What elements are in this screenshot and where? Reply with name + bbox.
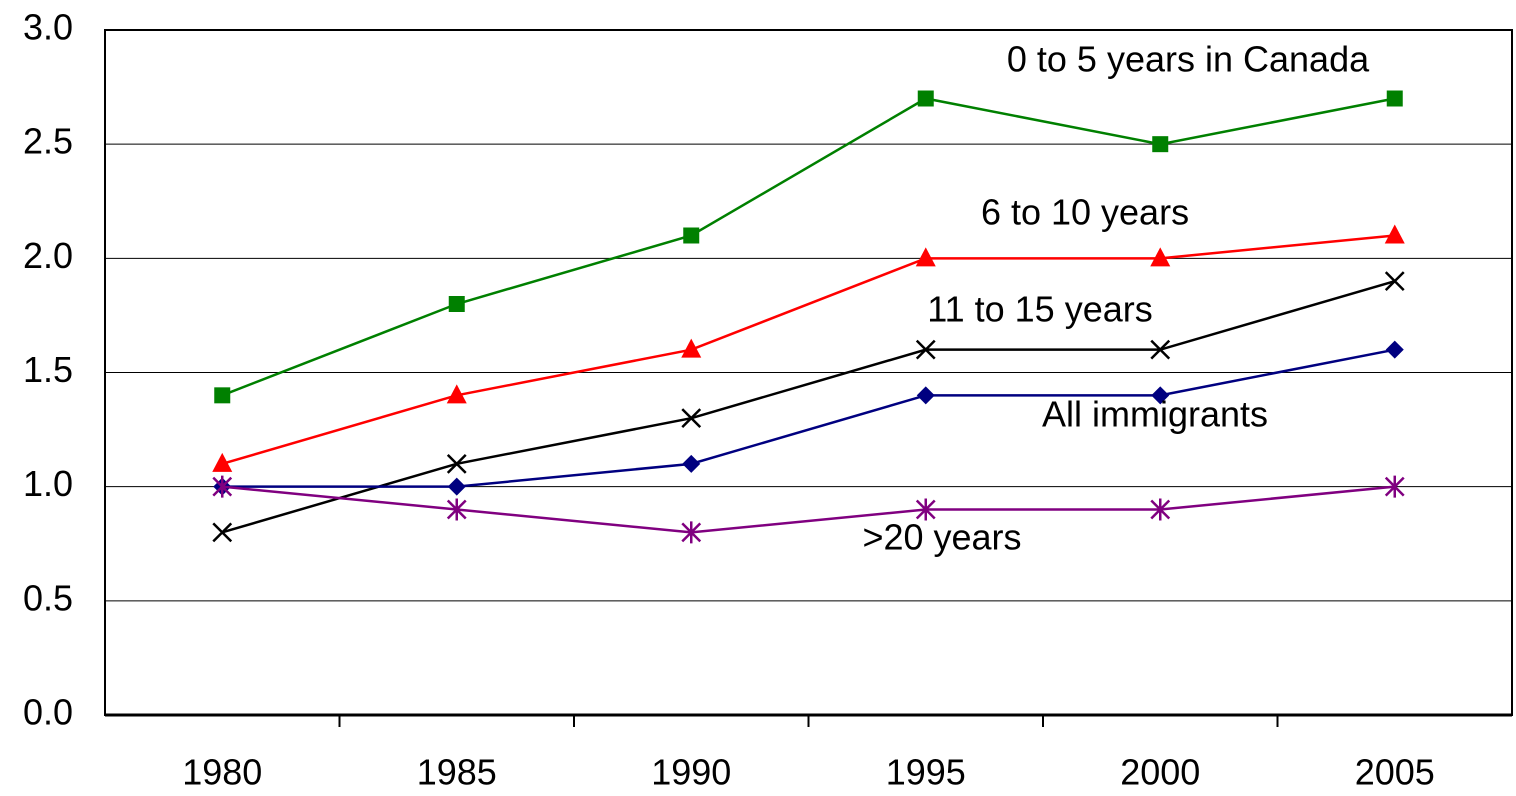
y-tick-label: 1.5 bbox=[23, 349, 73, 390]
marker bbox=[917, 90, 934, 107]
y-tick-label: 0.0 bbox=[23, 692, 73, 733]
series-line bbox=[221, 97, 1395, 397]
series-label: All immigrants bbox=[1042, 394, 1268, 435]
marker bbox=[446, 384, 467, 404]
y-tick-label: 2.5 bbox=[23, 121, 73, 162]
x-tick-label: 1980 bbox=[182, 752, 262, 793]
marker bbox=[1384, 475, 1405, 498]
marker bbox=[1384, 271, 1405, 292]
y-tick-label: 3.0 bbox=[23, 7, 73, 48]
x-tick-label: 1995 bbox=[886, 752, 966, 793]
y-tick-label: 2.0 bbox=[23, 235, 73, 276]
marker bbox=[1384, 224, 1405, 244]
x-tick-label: 1985 bbox=[417, 752, 497, 793]
series-label: 11 to 15 years bbox=[927, 289, 1152, 330]
marker bbox=[683, 227, 700, 244]
marker bbox=[212, 452, 233, 472]
marker bbox=[212, 522, 233, 543]
x-tick-label: 2000 bbox=[1120, 752, 1200, 793]
marker bbox=[448, 296, 465, 312]
marker bbox=[681, 521, 702, 544]
marker bbox=[1386, 90, 1403, 107]
marker bbox=[214, 387, 231, 404]
marker bbox=[212, 475, 233, 498]
marker bbox=[446, 498, 467, 521]
x-tick-label: 1990 bbox=[651, 752, 731, 793]
y-tick-label: 1.0 bbox=[23, 463, 73, 504]
marker bbox=[1150, 247, 1171, 267]
y-tick-label: 0.5 bbox=[23, 577, 73, 618]
marker bbox=[447, 477, 466, 496]
series-label: 6 to 10 years bbox=[981, 192, 1189, 233]
series-line bbox=[221, 234, 1395, 466]
marker bbox=[1150, 339, 1171, 360]
series-line bbox=[221, 279, 1396, 534]
marker bbox=[915, 339, 936, 360]
marker bbox=[1151, 386, 1170, 405]
marker bbox=[446, 453, 467, 474]
marker bbox=[915, 498, 936, 521]
marker bbox=[681, 408, 702, 429]
series-line bbox=[222, 485, 1395, 534]
x-tick-label: 2005 bbox=[1355, 752, 1435, 793]
marker bbox=[682, 454, 701, 473]
series-label: >20 years bbox=[862, 517, 1021, 558]
marker bbox=[681, 338, 702, 358]
series-label: 0 to 5 years in Canada bbox=[1007, 39, 1370, 80]
marker bbox=[916, 386, 935, 405]
marker bbox=[915, 247, 936, 267]
series-line bbox=[222, 348, 1395, 488]
marker bbox=[1385, 340, 1404, 359]
marker bbox=[1152, 136, 1169, 153]
marker bbox=[1150, 498, 1171, 521]
